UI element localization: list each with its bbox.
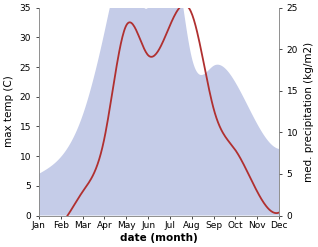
X-axis label: date (month): date (month)	[120, 233, 198, 243]
Y-axis label: med. precipitation (kg/m2): med. precipitation (kg/m2)	[304, 41, 314, 182]
Y-axis label: max temp (C): max temp (C)	[4, 76, 14, 147]
